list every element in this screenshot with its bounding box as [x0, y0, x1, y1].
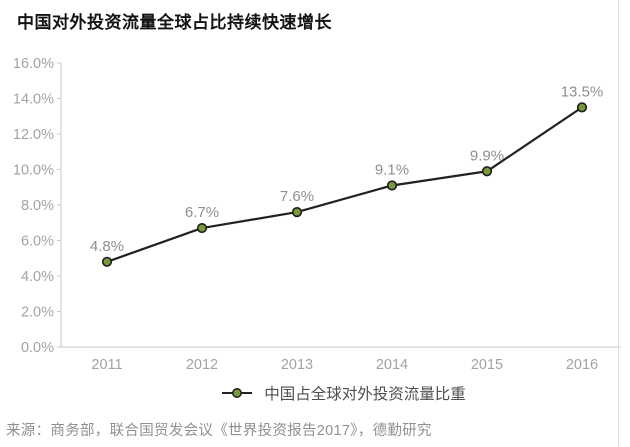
page-edge-divider	[618, 0, 619, 447]
data-point-2012	[196, 222, 208, 234]
y-tick-label-8: 16.0%	[13, 56, 54, 72]
source-note: 来源：商务部，联合国贸发会议《世界投资报告2017》，德勤研究	[6, 423, 432, 439]
x-tick-label-2012: 2012	[186, 357, 218, 373]
line-marker-icon	[222, 388, 253, 398]
data-label-2011: 4.8%	[90, 238, 124, 255]
y-tick-label-3: 6.0%	[21, 234, 54, 250]
line-chart: 0.0% 2.0% 4.0% 6.0% 8.0% 10.0% 12.0% 14.0% 16.0%…	[13, 56, 621, 373]
x-tick-label-2014: 2014	[376, 357, 408, 373]
y-tick-label-7: 14.0%	[13, 92, 54, 108]
x-tick-label-2016: 2016	[566, 357, 598, 373]
legend: 中国占全球对外投资流量比重	[0, 382, 630, 404]
y-tick-label-6: 12.0%	[13, 127, 54, 143]
data-point-2016	[576, 102, 588, 113]
x-tick-label-2013: 2013	[281, 357, 313, 373]
y-tick-label-5: 10.0%	[13, 163, 54, 179]
data-label-2015: 9.9%	[470, 147, 504, 164]
chart-title: 中国对外投资流量全球占比持续快速增长	[17, 13, 332, 32]
data-label-2013: 7.6%	[280, 188, 314, 205]
data-label-2016: 13.5%	[561, 83, 604, 100]
y-tick-label-0: 0.0%	[21, 340, 54, 356]
y-tick-label-4: 8.0%	[21, 198, 54, 214]
y-tick-label-1: 2.0%	[21, 305, 54, 321]
data-point-2015	[481, 166, 493, 177]
data-label-2014: 9.1%	[375, 161, 409, 178]
x-tick-label-2011: 2011	[91, 357, 122, 373]
data-point-2011	[101, 256, 113, 267]
data-point-2014	[386, 180, 398, 191]
x-tick-label-2015: 2015	[471, 357, 503, 373]
series-line	[105, 106, 584, 263]
y-tick-label-2: 4.0%	[21, 269, 54, 285]
legend-label: 中国占全球对外投资流量比重	[264, 386, 466, 403]
data-label-2012: 6.7%	[185, 204, 219, 221]
data-point-2013	[291, 207, 303, 218]
